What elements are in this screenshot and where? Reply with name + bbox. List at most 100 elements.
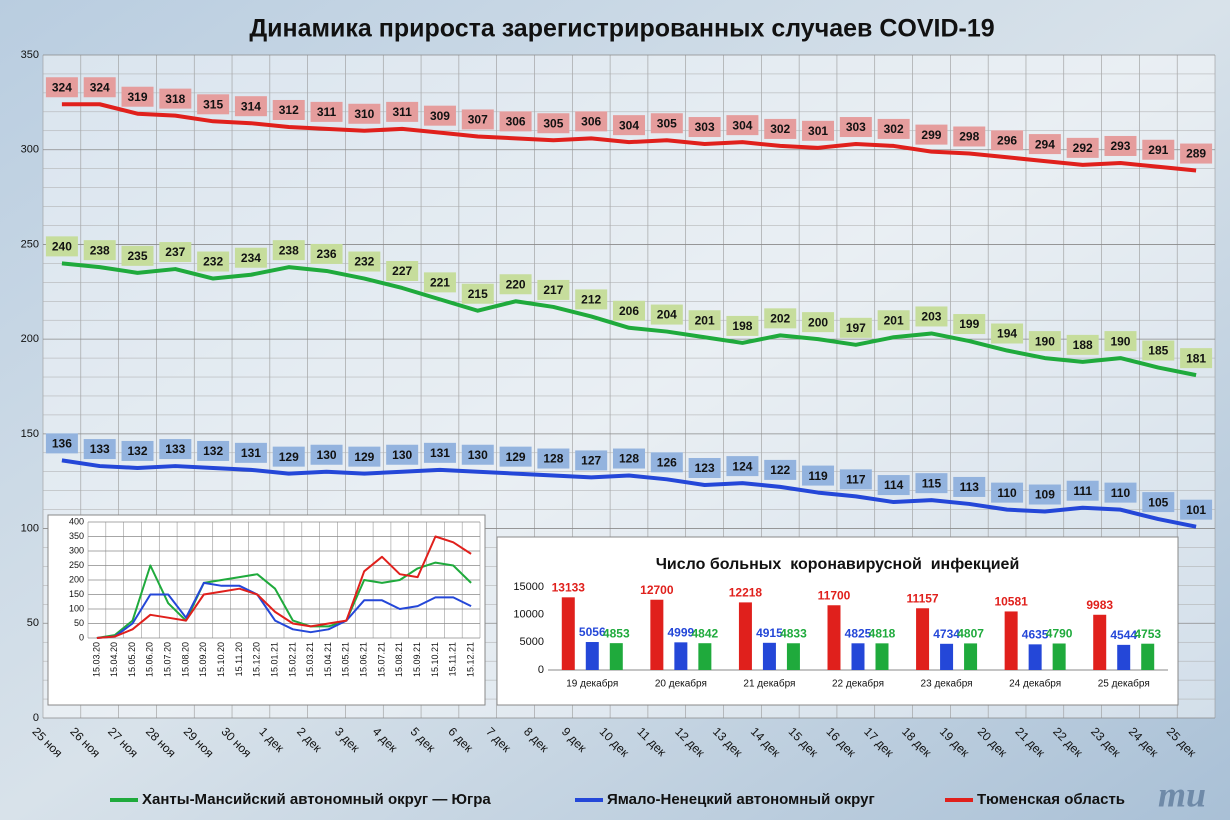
data-label: 237 <box>165 245 185 259</box>
data-label: 181 <box>1186 351 1206 365</box>
data-label: 212 <box>581 293 601 307</box>
data-label-box <box>423 105 456 126</box>
data-label-box <box>348 103 381 124</box>
data-label-box <box>386 444 419 465</box>
data-label: 293 <box>1110 139 1130 153</box>
data-label: 199 <box>959 317 979 331</box>
data-label-box <box>575 111 608 132</box>
data-label: 194 <box>997 327 1017 341</box>
data-label: 130 <box>317 448 337 462</box>
data-label: 203 <box>921 310 941 324</box>
data-label: 4842 <box>692 626 719 640</box>
x-tick-label: 15.07.20 <box>163 642 173 677</box>
data-label-box <box>461 109 494 130</box>
data-label: 190 <box>1035 334 1055 348</box>
data-label-box <box>764 308 797 329</box>
data-label-box <box>1104 482 1137 503</box>
data-label: 105 <box>1148 495 1168 509</box>
data-label-box <box>234 96 267 117</box>
data-label-box <box>461 283 494 304</box>
data-label-box <box>991 482 1024 503</box>
series-line <box>96 561 472 639</box>
data-label: 129 <box>506 450 526 464</box>
bar <box>1117 644 1131 670</box>
data-label-box <box>802 312 835 333</box>
x-tick-label: 15.10.21 <box>430 642 440 677</box>
data-label-box <box>915 473 948 494</box>
data-label: 4915 <box>756 626 783 640</box>
data-label-box <box>613 300 645 321</box>
data-label-box <box>877 118 910 139</box>
x-tick-label: 24 декабря <box>1009 678 1061 690</box>
data-label: 10581 <box>994 595 1028 609</box>
y-tick-label: 350 <box>21 49 39 61</box>
data-label-box <box>650 304 683 325</box>
data-label: 5056 <box>579 625 606 639</box>
data-label-box <box>121 440 154 461</box>
data-label: 215 <box>468 287 488 301</box>
series-line <box>96 581 472 639</box>
data-label-box <box>1142 139 1175 160</box>
y-tick-label: 300 <box>21 144 39 156</box>
x-tick-label: 15.09.21 <box>412 642 422 677</box>
bar <box>738 602 752 670</box>
data-label: 109 <box>1035 488 1055 502</box>
y-tick-label: 0 <box>79 632 84 642</box>
x-tick-label: 15.04.21 <box>323 642 333 677</box>
legend-label: Ямало-Ненецкий автономный округ <box>607 791 875 808</box>
y-tick-label: 0 <box>538 664 544 676</box>
y-tick-label: 350 <box>69 531 84 541</box>
data-label-box <box>499 274 532 295</box>
data-label-box <box>650 452 683 473</box>
data-label: 111 <box>1073 484 1092 498</box>
data-label: 4544 <box>1110 628 1137 642</box>
data-label: 294 <box>1035 137 1055 151</box>
bar <box>650 599 664 670</box>
data-label: 304 <box>732 118 752 132</box>
data-label: 301 <box>808 124 828 138</box>
data-label: 122 <box>770 463 790 477</box>
x-tick-label: 15.07.21 <box>376 642 386 677</box>
data-label-box <box>613 115 645 136</box>
data-label-box <box>1066 334 1099 355</box>
data-label-box <box>121 86 154 107</box>
data-label-box <box>537 279 570 300</box>
data-label: 238 <box>279 243 299 257</box>
data-label: 291 <box>1148 143 1168 157</box>
data-label: 314 <box>241 99 261 113</box>
data-label: 206 <box>619 304 639 318</box>
data-label: 110 <box>1111 486 1131 500</box>
bar <box>762 642 776 670</box>
bar <box>698 643 712 670</box>
data-label-box <box>915 306 948 327</box>
data-label: 198 <box>732 319 752 333</box>
y-tick-label: 250 <box>21 238 39 250</box>
data-label: 302 <box>770 122 790 136</box>
bar <box>1141 643 1155 670</box>
data-label: 4734 <box>933 627 960 641</box>
data-label: 220 <box>506 277 526 291</box>
x-tick-label: 15.11.21 <box>448 642 458 676</box>
data-label: 238 <box>90 243 110 257</box>
data-label: 127 <box>581 454 601 468</box>
data-label-box <box>45 433 78 454</box>
data-label-box <box>159 242 192 263</box>
data-label: 128 <box>619 452 639 466</box>
bar <box>827 605 841 670</box>
y-tick-label: 400 <box>69 516 84 526</box>
data-label: 298 <box>959 130 979 144</box>
bar <box>964 643 978 670</box>
data-label: 114 <box>884 478 904 492</box>
data-label-box <box>121 245 154 266</box>
data-label: 130 <box>392 448 412 462</box>
x-tick-label: 15.10.20 <box>216 642 226 677</box>
data-label: 113 <box>960 480 980 494</box>
data-label: 304 <box>619 118 639 132</box>
x-tick-label: 15.03.21 <box>305 642 315 677</box>
data-label: 123 <box>695 461 715 475</box>
data-label: 289 <box>1186 147 1206 161</box>
data-label: 133 <box>165 442 185 456</box>
data-label: 303 <box>695 120 715 134</box>
data-label: 110 <box>997 486 1017 500</box>
